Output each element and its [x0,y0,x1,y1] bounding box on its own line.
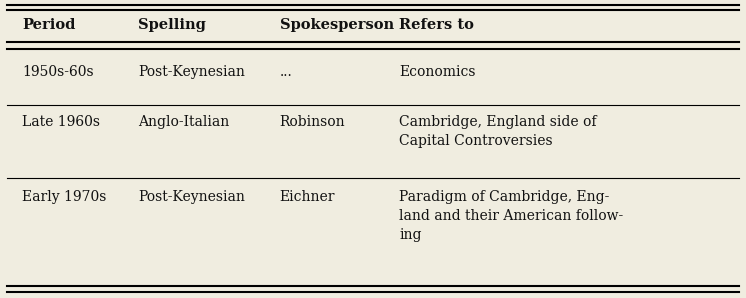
Text: Post-Keynesian: Post-Keynesian [138,190,245,204]
Text: Robinson: Robinson [280,115,345,129]
Text: Paradigm of Cambridge, Eng-
land and their American follow-
ing: Paradigm of Cambridge, Eng- land and the… [399,190,624,242]
Text: Anglo-Italian: Anglo-Italian [138,115,229,129]
Text: Refers to: Refers to [399,18,474,32]
Text: Cambridge, England side of
Capital Controversies: Cambridge, England side of Capital Contr… [399,115,597,148]
Text: Spelling: Spelling [138,18,206,32]
Text: Eichner: Eichner [280,190,335,204]
Text: Late 1960s: Late 1960s [22,115,101,129]
Text: Post-Keynesian: Post-Keynesian [138,65,245,79]
Text: ...: ... [280,65,292,79]
Text: Early 1970s: Early 1970s [22,190,107,204]
Text: Economics: Economics [399,65,476,79]
Text: Period: Period [22,18,76,32]
Text: 1950s-60s: 1950s-60s [22,65,94,79]
Text: Spokesperson: Spokesperson [280,18,394,32]
